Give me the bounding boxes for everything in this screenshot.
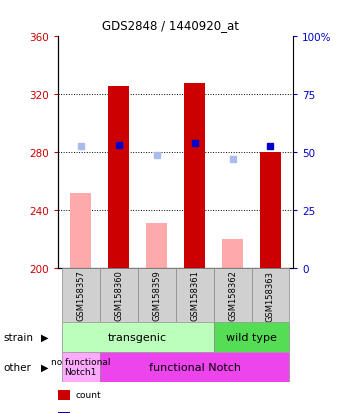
Bar [62, 268, 100, 322]
Bar [260, 153, 281, 268]
Bar [62, 322, 213, 352]
Text: GSM158359: GSM158359 [152, 270, 161, 320]
Bar [146, 224, 167, 268]
Text: GSM158362: GSM158362 [228, 270, 237, 320]
Text: ▶: ▶ [41, 362, 48, 372]
Text: GSM158360: GSM158360 [114, 270, 123, 320]
Bar [184, 83, 205, 268]
Bar [222, 240, 243, 268]
Bar [213, 322, 290, 352]
Text: count: count [75, 390, 101, 399]
Bar [108, 86, 129, 268]
Bar [176, 268, 213, 322]
Text: strain: strain [3, 332, 33, 342]
Text: GSM158357: GSM158357 [76, 270, 85, 320]
Text: wild type: wild type [226, 332, 277, 342]
Text: GDS2848 / 1440920_at: GDS2848 / 1440920_at [102, 19, 239, 31]
Text: GSM158363: GSM158363 [266, 270, 275, 321]
Text: GSM158361: GSM158361 [190, 270, 199, 320]
Text: transgenic: transgenic [108, 332, 167, 342]
Bar [62, 352, 100, 382]
Text: ▶: ▶ [41, 332, 48, 342]
Bar [70, 193, 91, 268]
Text: functional Notch: functional Notch [149, 362, 241, 372]
Bar [138, 268, 176, 322]
Bar [213, 268, 252, 322]
Bar [100, 352, 290, 382]
Text: no functional
Notch1: no functional Notch1 [51, 357, 110, 376]
Text: other: other [3, 362, 31, 372]
Bar [252, 268, 290, 322]
Bar [100, 268, 138, 322]
